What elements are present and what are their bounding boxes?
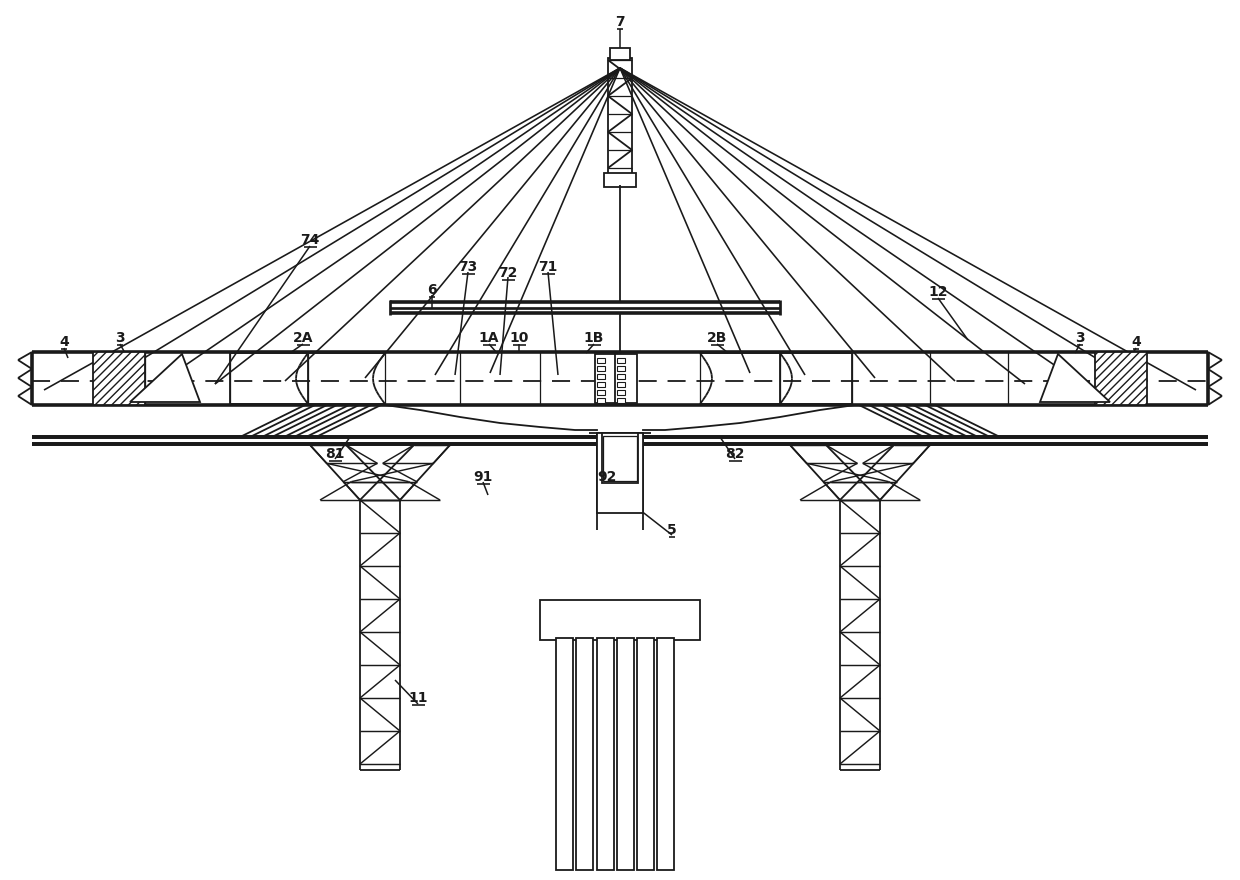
Text: 5: 5 bbox=[667, 523, 677, 537]
Bar bbox=[637, 638, 653, 870]
Bar bbox=[596, 382, 605, 387]
Bar bbox=[618, 398, 625, 403]
Bar bbox=[596, 366, 605, 371]
Bar bbox=[615, 354, 637, 403]
Text: 11: 11 bbox=[408, 691, 428, 705]
Text: 4: 4 bbox=[60, 335, 69, 349]
Bar bbox=[610, 48, 630, 60]
Text: 10: 10 bbox=[510, 331, 528, 345]
Text: 4: 4 bbox=[1131, 335, 1141, 349]
Text: 1B: 1B bbox=[584, 331, 604, 345]
Text: 6: 6 bbox=[428, 283, 436, 297]
Bar bbox=[556, 638, 573, 870]
Polygon shape bbox=[1040, 354, 1110, 402]
Bar bbox=[618, 390, 625, 395]
Text: 91: 91 bbox=[474, 470, 492, 484]
Text: 82: 82 bbox=[725, 447, 745, 461]
Text: 74: 74 bbox=[300, 233, 320, 247]
Bar bbox=[618, 382, 625, 387]
Text: 12: 12 bbox=[929, 285, 947, 299]
Text: 3: 3 bbox=[1075, 331, 1085, 345]
Polygon shape bbox=[130, 354, 200, 402]
Bar bbox=[603, 436, 637, 481]
Bar bbox=[595, 354, 618, 403]
Bar bbox=[1095, 352, 1147, 405]
Text: 73: 73 bbox=[459, 260, 477, 274]
Bar bbox=[657, 638, 675, 870]
Text: 7: 7 bbox=[615, 15, 625, 29]
Text: 3: 3 bbox=[115, 331, 125, 345]
Text: 1A: 1A bbox=[479, 331, 500, 345]
Bar bbox=[596, 638, 614, 870]
Text: 2A: 2A bbox=[293, 331, 314, 345]
Bar bbox=[618, 638, 634, 870]
Bar bbox=[596, 358, 605, 363]
Bar bbox=[596, 433, 644, 513]
Bar bbox=[618, 358, 625, 363]
Bar bbox=[618, 366, 625, 371]
Bar bbox=[596, 398, 605, 403]
Bar bbox=[608, 58, 632, 177]
Text: 71: 71 bbox=[538, 260, 558, 274]
Bar bbox=[604, 173, 636, 187]
Text: 92: 92 bbox=[598, 470, 616, 484]
Bar bbox=[596, 390, 605, 395]
Bar bbox=[577, 638, 593, 870]
Text: 2B: 2B bbox=[707, 331, 727, 345]
Bar bbox=[618, 374, 625, 379]
Text: 72: 72 bbox=[498, 266, 517, 280]
Bar bbox=[539, 600, 701, 640]
Bar bbox=[596, 374, 605, 379]
Text: 81: 81 bbox=[325, 447, 345, 461]
Bar bbox=[601, 433, 639, 483]
Bar bbox=[93, 352, 145, 405]
